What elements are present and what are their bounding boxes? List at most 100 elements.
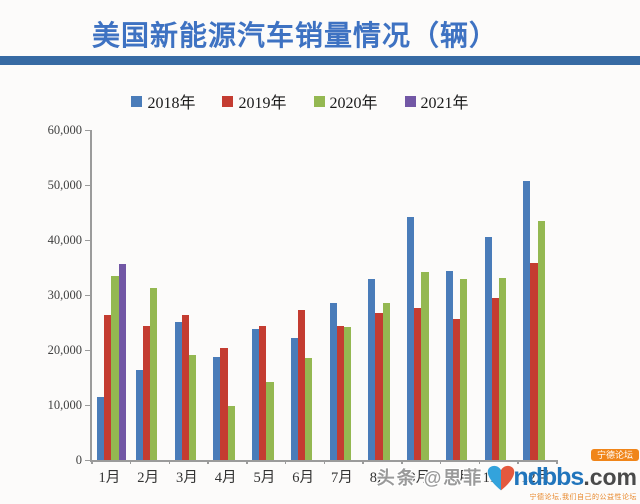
bar-2018年-6月	[290, 338, 298, 460]
y-axis-tick	[85, 294, 90, 296]
x-axis-label-9月: 9月	[408, 470, 431, 486]
bar-2020年-10月	[460, 279, 468, 460]
bar-2020年-9月	[421, 272, 429, 460]
bar-2019年-2月	[142, 326, 151, 460]
x-axis-tick	[362, 460, 364, 464]
bar-group-7月	[325, 130, 364, 460]
x-axis-label-3月: 3月	[176, 470, 198, 486]
bar-group-2月	[131, 130, 170, 460]
x-axis-tick	[517, 460, 519, 464]
y-axis-tick-label: 40,000	[47, 233, 82, 247]
bar-group-4月	[208, 130, 247, 460]
legend-label-2018: 2018年	[147, 95, 196, 112]
bar-2020年-2月	[150, 288, 158, 460]
x-axis-tick	[91, 460, 93, 464]
legend-label-2019: 2019年	[238, 95, 287, 112]
chart-title: 美国新能源汽车销量情况（辆）	[91, 21, 498, 52]
bar-2018年-8月	[368, 279, 376, 460]
x-axis-labels: 1月2月3月4月5月6月7月8月9月10月11月12月	[90, 466, 555, 487]
bar-2018年-9月	[407, 217, 415, 460]
bar-group-11月	[480, 130, 519, 460]
x-axis-tick	[323, 460, 325, 464]
y-axis-tick-label: 10,000	[47, 398, 82, 412]
bar-2019年-6月	[297, 310, 306, 460]
y-axis-tick-label: 30,000	[47, 288, 82, 302]
y-axis-tick-label: 0	[75, 453, 82, 467]
y-axis-labels: 0 10,000 20,000 30,000 40,000 50,000 60,000	[0, 123, 82, 467]
bar-2018年-2月	[135, 370, 143, 460]
bar-2019年-10月	[452, 319, 461, 460]
bar-2020年-3月	[188, 355, 197, 460]
bar-2018年-7月	[329, 303, 337, 460]
legend-item-2020: 2020年	[313, 89, 378, 113]
y-axis-tick	[85, 404, 90, 406]
watermark: 头条 @思菲 ndbbs .com 宁德论坛 宁德论坛,我们自己的公益性论坛	[377, 449, 639, 501]
watermark-site-name: ndbbs	[513, 462, 584, 491]
bar-2020年-5月	[266, 382, 274, 460]
y-axis-tick	[85, 349, 90, 351]
x-axis-label-8月: 8月	[369, 470, 392, 486]
bar-2020年-1月	[111, 276, 119, 460]
bar-2019年-12月	[530, 263, 538, 460]
title-divider	[0, 56, 640, 65]
bar-2020年-7月	[343, 327, 352, 460]
bar-2019年-4月	[220, 348, 228, 460]
x-axis-tick	[207, 460, 209, 464]
bar-2021年-1月	[118, 264, 126, 460]
x-axis-tick	[168, 460, 170, 464]
bar-2020年-11月	[498, 278, 507, 460]
bar-2018年-4月	[213, 357, 221, 460]
y-axis-tick-label: 20,000	[47, 343, 82, 357]
bar-2020年-8月	[382, 303, 390, 460]
bar-2019年-8月	[375, 313, 383, 460]
legend-swatch-2021-icon	[404, 95, 416, 107]
bar-2018年-5月	[252, 329, 260, 460]
bar-2018年-3月	[174, 322, 182, 460]
y-axis-tick	[85, 239, 90, 241]
bar-2018年-12月	[523, 181, 531, 460]
x-axis-label-1月: 1月	[98, 470, 121, 486]
bar-2019年-11月	[491, 298, 499, 460]
bar-2019年-3月	[181, 315, 189, 460]
watermark-site-suffix: .com	[583, 463, 637, 490]
bar-group-6月	[286, 130, 325, 460]
legend-swatch-2020-icon	[313, 95, 325, 107]
bar-group-12月	[518, 130, 557, 460]
x-axis-label-4月: 4月	[214, 470, 237, 486]
legend: 2018年 2019年 2020年 2021年	[0, 89, 600, 113]
y-axis-tick	[85, 129, 90, 131]
bar-group-1月	[92, 130, 131, 460]
x-axis-tick	[439, 460, 442, 464]
watermark-tagline: 宁德论坛,我们自己的公益性论坛	[529, 494, 637, 501]
x-axis-label-10月: 10月	[443, 470, 473, 486]
x-axis-tick	[556, 460, 558, 464]
y-axis-tick-label: 60,000	[47, 123, 82, 137]
legend-item-2018: 2018年	[131, 89, 195, 113]
legend-label-2021: 2021年	[420, 95, 469, 112]
bar-group-9月	[402, 130, 441, 460]
bar-2018年-1月	[97, 397, 105, 460]
bar-group-8月	[363, 130, 402, 460]
bar-2020年-4月	[227, 406, 235, 460]
legend-swatch-2018-icon	[131, 95, 143, 107]
bar-2020年-12月	[537, 221, 545, 460]
x-axis-label-12月: 12月	[521, 470, 551, 486]
bar-2018年-11月	[484, 237, 492, 460]
y-axis-tick	[85, 459, 90, 461]
bar-chart-plot-area	[85, 129, 558, 464]
x-axis-label-5月: 5月	[253, 470, 276, 486]
bar-2018年-10月	[445, 271, 453, 460]
x-axis-label-2月: 2月	[137, 470, 159, 486]
bar-group-10月	[441, 130, 480, 460]
watermark-logo: ndbbs .com 宁德论坛 宁德论坛,我们自己的公益性论坛	[485, 449, 639, 501]
bar-2019年-9月	[414, 308, 422, 460]
bar-series-container	[92, 130, 557, 460]
bar-2020年-6月	[305, 358, 313, 460]
x-axis-label-6月: 6月	[292, 470, 314, 486]
x-axis-label-7月: 7月	[331, 470, 353, 486]
legend-item-2019: 2019年	[222, 89, 287, 113]
x-axis-tick	[478, 460, 480, 464]
x-axis-tick	[129, 460, 132, 464]
bar-2019年-1月	[104, 315, 112, 460]
